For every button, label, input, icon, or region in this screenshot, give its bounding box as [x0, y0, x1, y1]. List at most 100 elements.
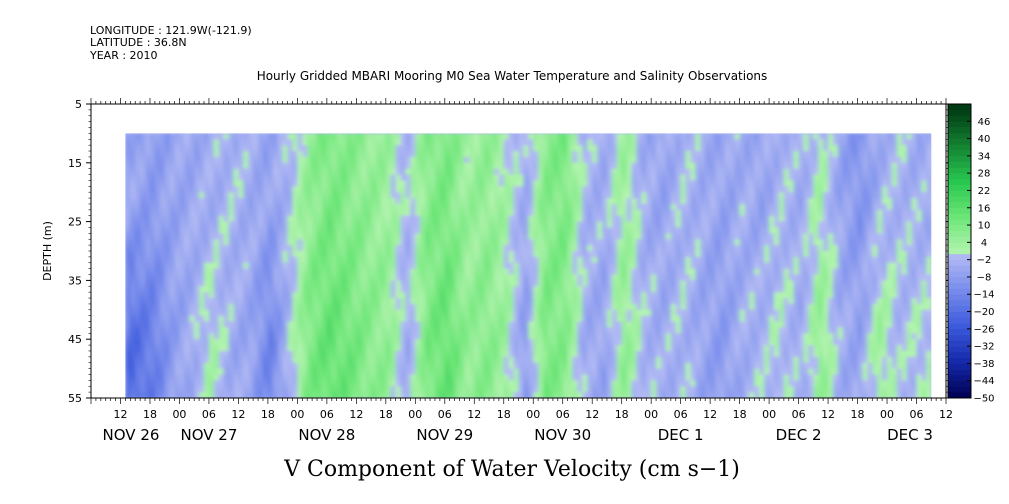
velocity-cell — [341, 227, 348, 234]
velocity-cell — [557, 386, 564, 393]
velocity-cell — [528, 333, 534, 340]
velocity-cell — [430, 292, 436, 299]
velocity-cell — [518, 286, 525, 293]
velocity-cell — [321, 362, 328, 370]
velocity-cell — [371, 321, 377, 329]
velocity-cell — [282, 339, 289, 346]
velocity-cell — [513, 139, 520, 146]
velocity-cell — [267, 350, 274, 358]
velocity-cell — [312, 339, 318, 346]
velocity-cell — [543, 333, 549, 340]
velocity-cell — [336, 303, 343, 311]
velocity-cell — [159, 303, 166, 311]
velocity-cell — [331, 192, 338, 199]
velocity-cell — [351, 309, 357, 317]
velocity-cell — [621, 168, 628, 176]
velocity-cell — [430, 180, 436, 187]
velocity-cell — [130, 180, 136, 187]
velocity-cell — [459, 133, 466, 140]
velocity-cell — [297, 233, 303, 240]
velocity-cell — [464, 350, 470, 358]
velocity-cell — [371, 280, 377, 287]
velocity-cell — [189, 386, 195, 393]
velocity-cell — [223, 180, 230, 187]
velocity-cell — [665, 315, 672, 323]
velocity-cell — [351, 380, 357, 387]
velocity-cell — [582, 139, 588, 146]
velocity-cell — [631, 233, 638, 240]
velocity-cell — [223, 350, 230, 358]
velocity-cell — [636, 156, 642, 164]
velocity-cell — [616, 350, 623, 358]
velocity-cell — [140, 209, 146, 217]
velocity-cell — [489, 239, 495, 246]
velocity-cell — [410, 245, 416, 252]
velocity-cell — [326, 262, 333, 270]
velocity-cell — [503, 203, 510, 211]
velocity-cell — [469, 333, 475, 340]
velocity-cell — [415, 233, 421, 240]
velocity-cell — [582, 198, 588, 205]
velocity-cell — [425, 268, 431, 276]
velocity-cell — [444, 292, 451, 299]
velocity-cell — [602, 151, 608, 158]
velocity-cell — [331, 168, 338, 176]
velocity-cell — [159, 327, 166, 334]
velocity-cell — [194, 133, 200, 140]
velocity-cell — [238, 151, 244, 158]
velocity-cell — [317, 245, 323, 252]
velocity-cell — [135, 227, 141, 234]
velocity-cell — [336, 268, 343, 276]
velocity-cell — [626, 186, 633, 193]
velocity-cell — [331, 162, 338, 170]
velocity-cell — [130, 227, 136, 234]
velocity-cell — [189, 286, 195, 293]
velocity-cell — [376, 133, 382, 140]
velocity-cell — [258, 345, 264, 352]
velocity-cell — [376, 168, 382, 176]
velocity-cell — [395, 298, 402, 305]
velocity-cell — [277, 139, 284, 146]
velocity-cell — [179, 374, 185, 381]
velocity-cell — [356, 333, 362, 340]
velocity-cell — [641, 303, 647, 311]
velocity-cell — [474, 268, 480, 276]
velocity-cell — [434, 198, 441, 205]
velocity-cell — [577, 168, 583, 176]
velocity-cell — [489, 345, 495, 352]
velocity-cell — [154, 309, 161, 317]
velocity-cell — [611, 209, 618, 217]
velocity-cell — [656, 180, 662, 187]
velocity-cell — [528, 356, 534, 364]
velocity-cell — [272, 198, 279, 205]
velocity-cell — [194, 392, 200, 398]
velocity-cell — [253, 380, 259, 387]
velocity-cell — [184, 380, 190, 387]
velocity-cell — [376, 198, 382, 205]
velocity-cell — [380, 327, 387, 334]
velocity-cell — [621, 162, 628, 170]
velocity-cell — [169, 262, 176, 270]
velocity-cell — [184, 192, 190, 199]
velocity-cell — [380, 298, 387, 305]
velocity-cell — [307, 151, 313, 158]
velocity-cell — [439, 209, 446, 217]
velocity-cell — [636, 327, 642, 334]
velocity-cell — [577, 309, 583, 317]
velocity-cell — [258, 162, 264, 170]
velocity-cell — [621, 321, 628, 329]
velocity-cell — [410, 256, 416, 264]
velocity-cell — [606, 380, 613, 387]
velocity-cell — [503, 386, 510, 393]
velocity-cell — [145, 303, 151, 311]
velocity-cell — [351, 362, 357, 370]
velocity-cell — [449, 374, 456, 381]
velocity-cell — [149, 180, 156, 187]
velocity-cell — [489, 203, 495, 211]
velocity-cell — [326, 298, 333, 305]
velocity-cell — [233, 274, 240, 281]
velocity-cell — [552, 251, 559, 258]
velocity-cell — [523, 309, 529, 317]
velocity-cell — [646, 186, 652, 193]
velocity-cell — [400, 321, 407, 329]
